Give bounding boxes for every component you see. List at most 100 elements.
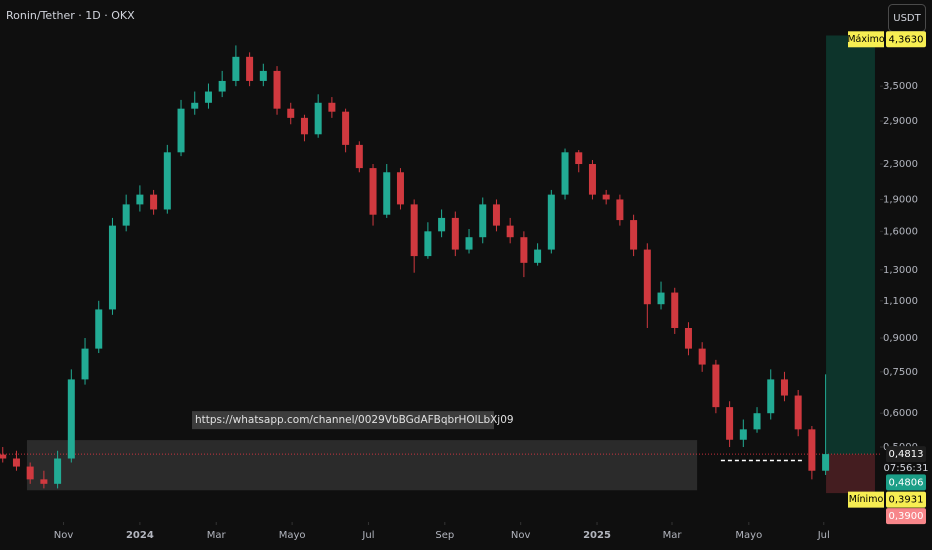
candle-body: [451, 217, 459, 250]
candle-body: [150, 194, 158, 210]
candle-body: [492, 204, 500, 226]
x-tick-label: Nov: [511, 530, 531, 541]
candle-body: [630, 220, 638, 250]
candle-body: [739, 429, 747, 440]
candle-body: [383, 172, 391, 215]
candle-body: [108, 225, 116, 310]
annotation-box: [192, 411, 494, 430]
candle-body: [218, 80, 226, 92]
candle-body: [67, 379, 75, 459]
stop-zone: [826, 454, 875, 494]
candle-body: [616, 199, 624, 221]
annotation-text: https://whatsapp.com/channel/0029VbBGdAF…: [195, 414, 514, 426]
candle-body: [342, 111, 350, 145]
candle-body: [287, 108, 295, 118]
x-tick-label: Jul: [817, 530, 830, 541]
y-tick-label: 1,9000: [883, 194, 918, 205]
entry-label: 0,4806: [889, 477, 924, 488]
candle-body: [12, 458, 20, 467]
candle-body: [767, 379, 775, 414]
candle-body: [232, 56, 240, 81]
x-tick-label: 2024: [126, 530, 154, 541]
candle-body: [657, 292, 665, 305]
candle-body: [396, 172, 404, 205]
candle-body: [684, 327, 692, 349]
candle-body: [314, 102, 322, 135]
y-tick-label: 0,7500: [883, 367, 918, 378]
candle-body: [300, 117, 308, 135]
x-tick-label: Mar: [663, 530, 683, 541]
candle-body: [506, 225, 514, 238]
candle-body: [163, 152, 171, 210]
y-tick-label: 0,6000: [883, 408, 918, 419]
candle-body: [671, 292, 679, 328]
extreme-name: Máximo: [847, 34, 885, 45]
y-tick-label: 1,3000: [883, 265, 918, 276]
candle-body: [191, 102, 199, 109]
y-tick-label: 2,9000: [883, 116, 918, 127]
x-tick-label: Mayo: [735, 530, 762, 541]
candle-body: [204, 91, 212, 103]
candle-body: [602, 194, 610, 200]
candle-body: [547, 194, 555, 250]
candle-body: [575, 152, 583, 165]
extreme-label: 4,3630: [889, 34, 924, 45]
candle-body: [808, 429, 816, 471]
extreme-label-box: [886, 31, 926, 48]
candle-body: [438, 217, 446, 232]
extreme-name: Mínimo: [849, 494, 884, 505]
extreme-label-box: [886, 491, 926, 508]
x-tick-label: Mayo: [279, 530, 306, 541]
candle-body: [424, 231, 432, 257]
x-tick-label: Jul: [361, 530, 374, 541]
entry-label-box: [886, 474, 926, 491]
candle-body: [410, 204, 418, 257]
candle-body: [26, 466, 34, 480]
y-tick-label: 3,5000: [883, 81, 918, 92]
candle-body: [698, 348, 706, 365]
candle-body: [355, 144, 363, 169]
target-zone: [826, 35, 875, 455]
candle-body: [246, 56, 254, 81]
candle-body: [588, 164, 596, 195]
candle-body: [520, 237, 528, 263]
candle-body: [95, 309, 103, 349]
price-label-box: [886, 446, 926, 463]
candle-body: [643, 249, 651, 305]
candle-body: [177, 108, 185, 153]
candle-body: [780, 379, 788, 396]
x-tick-label: Mar: [207, 530, 227, 541]
candle-body: [369, 168, 377, 215]
y-tick-label: 2,3000: [883, 159, 918, 170]
y-tick-label: 1,6000: [883, 226, 918, 237]
candle-body: [465, 237, 473, 250]
candle-body: [561, 152, 569, 195]
candle-body: [753, 413, 761, 430]
candle-body: [328, 102, 336, 112]
x-tick-label: Sep: [435, 530, 454, 541]
candle-body: [259, 70, 267, 81]
extreme-label: 0,3931: [889, 495, 924, 506]
stop-label-box: [886, 508, 926, 525]
candle-body: [40, 479, 48, 484]
x-tick-label: 2025: [583, 530, 611, 541]
candle-body: [0, 454, 7, 459]
candle-body: [712, 364, 720, 408]
candle-body: [136, 194, 144, 205]
candle-body: [479, 204, 487, 238]
countdown: 07:56:31: [884, 463, 929, 474]
extreme-name-box: [848, 491, 884, 508]
candle-body: [81, 348, 89, 380]
candle-body: [54, 458, 62, 484]
currency-button-label[interactable]: USDT: [893, 13, 921, 24]
candle-body: [122, 204, 130, 226]
price-label: 0,4813: [889, 449, 924, 460]
extreme-name-box: [848, 31, 884, 48]
stop-label: 0,3900: [889, 511, 924, 522]
range-zone: [26, 440, 698, 491]
candle-body: [534, 249, 542, 263]
y-tick-label: 0,9000: [883, 333, 918, 344]
y-tick-label: 1,1000: [883, 296, 918, 307]
